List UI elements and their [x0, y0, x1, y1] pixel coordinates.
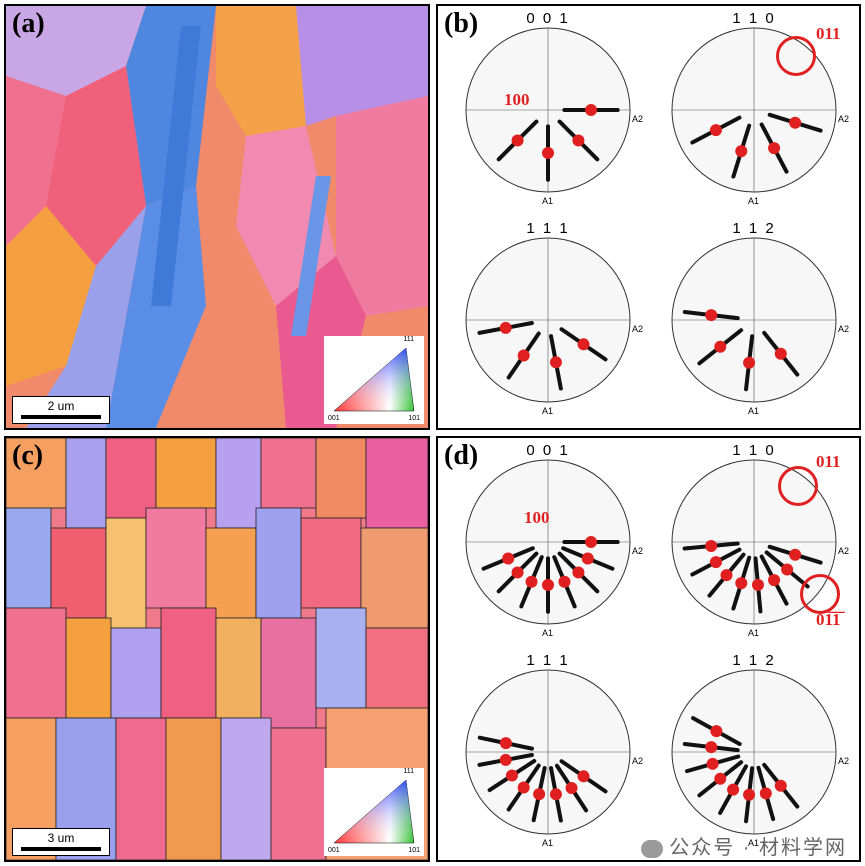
panel-label-d: (d) [444, 440, 479, 471]
ipf-a-111: 111 [403, 336, 414, 343]
ipf-a-001: 001 [328, 415, 340, 422]
axis-label-a1: A1 [748, 406, 760, 416]
annotation-d_100: 100 [524, 508, 550, 527]
annotation-d_011: 011 [816, 452, 841, 471]
scale-bar-c: 3 um [12, 828, 110, 856]
annotation-d_01-1: 01̅1̅ [816, 610, 841, 629]
pole-figure-b-2: 1 1 1 A1 A2 [448, 220, 648, 426]
ipf-map-c-image [6, 438, 428, 860]
scale-bar-c-line [21, 847, 101, 851]
wechat-icon [641, 839, 664, 858]
axis-label-a1: A1 [542, 406, 554, 416]
ipf-c-101: 101 [408, 847, 420, 854]
stereographic-projection [465, 237, 631, 403]
pole-figure-b-3: 1 1 2 A1 A2 [654, 220, 854, 426]
scale-bar-a-text: 2 um [47, 399, 75, 413]
stereographic-projection [671, 27, 837, 193]
pole-figure-b-0: 0 0 1 A1 A2 [448, 10, 648, 216]
stereographic-projection [671, 669, 837, 835]
ipf-triangle-a [333, 347, 415, 412]
axis-label-a2: A2 [632, 324, 644, 334]
axis-label-a1: A1 [748, 196, 760, 206]
ipf-c-001: 001 [328, 847, 340, 854]
pole-figure-d-2: 1 1 1 A1 A2 [448, 652, 648, 858]
ebsd-map-a: (a) 2 um 111 001 101 [4, 4, 430, 430]
scale-bar-c-text: 3 um [47, 831, 75, 845]
scale-bar-a-line [21, 415, 101, 419]
axis-label-a1: A1 [542, 838, 554, 848]
ipf-map-a-image [6, 6, 428, 428]
axis-label-a1: A1 [748, 838, 760, 848]
ipf-a-101: 101 [408, 415, 420, 422]
pole-figure-title: 1 1 2 [732, 220, 776, 237]
ipf-legend-a: 111 001 101 [324, 336, 424, 424]
axis-label-a2: A2 [838, 324, 850, 334]
pole-figure-title: 1 1 2 [732, 652, 776, 669]
annotation-b_100: 100 [504, 90, 530, 109]
pole-figures-b: (b) 0 0 1 A1 A2 1 1 0 A1 A2 1 1 1 A1 A2 1 1 2 A1 A2… [436, 4, 861, 430]
stereographic-projection [465, 669, 631, 835]
ipf-triangle-c [333, 779, 415, 844]
axis-label-a2: A2 [632, 114, 644, 124]
watermark-text: 公众号 · 材料学网 [669, 837, 847, 859]
pole-figures-d: (d) 0 0 1 A1 A2 1 1 0 A1 A2 1 1 1 A1 A2 1 1 2 A1 A2… [436, 436, 861, 862]
axis-label-a1: A1 [542, 196, 554, 206]
ipf-legend-c: 111 001 101 [324, 768, 424, 856]
axis-label-a2: A2 [838, 756, 850, 766]
axis-label-a1: A1 [542, 628, 554, 638]
axis-label-a1: A1 [748, 628, 760, 638]
axis-label-a2: A2 [632, 756, 644, 766]
stereographic-projection [465, 459, 631, 625]
pole-figure-title: 0 0 1 [526, 442, 570, 459]
axis-label-a2: A2 [838, 546, 850, 556]
pole-figure-title: 1 1 1 [526, 220, 570, 237]
axis-label-a2: A2 [838, 114, 850, 124]
panel-label-a: (a) [12, 8, 45, 39]
axis-label-a2: A2 [632, 546, 644, 556]
stereographic-projection [671, 237, 837, 403]
stereographic-projection [465, 27, 631, 193]
ebsd-map-c: (c) 3 um 111 001 101 [4, 436, 430, 862]
highlight-circle [778, 466, 818, 506]
pole-figure-title: 0 0 1 [526, 10, 570, 27]
pole-figure-d-0: 0 0 1 A1 A2 [448, 442, 648, 648]
ipf-c-111: 111 [403, 768, 414, 775]
pole-figure-title: 1 1 1 [526, 652, 570, 669]
annotation-b_011: 011 [816, 24, 841, 43]
watermark: 公众号 · 材料学网 [641, 831, 847, 860]
highlight-circle [800, 574, 840, 614]
pole-figure-d-3: 1 1 2 A1 A2 [654, 652, 854, 858]
pole-figure-title: 1 1 0 [732, 10, 776, 27]
pole-figure-d-1: 1 1 0 A1 A2 [654, 442, 854, 648]
panel-label-b: (b) [444, 8, 479, 39]
pole-figure-title: 1 1 0 [732, 442, 776, 459]
highlight-circle [776, 36, 816, 76]
panel-label-c: (c) [12, 440, 44, 471]
scale-bar-a: 2 um [12, 396, 110, 424]
